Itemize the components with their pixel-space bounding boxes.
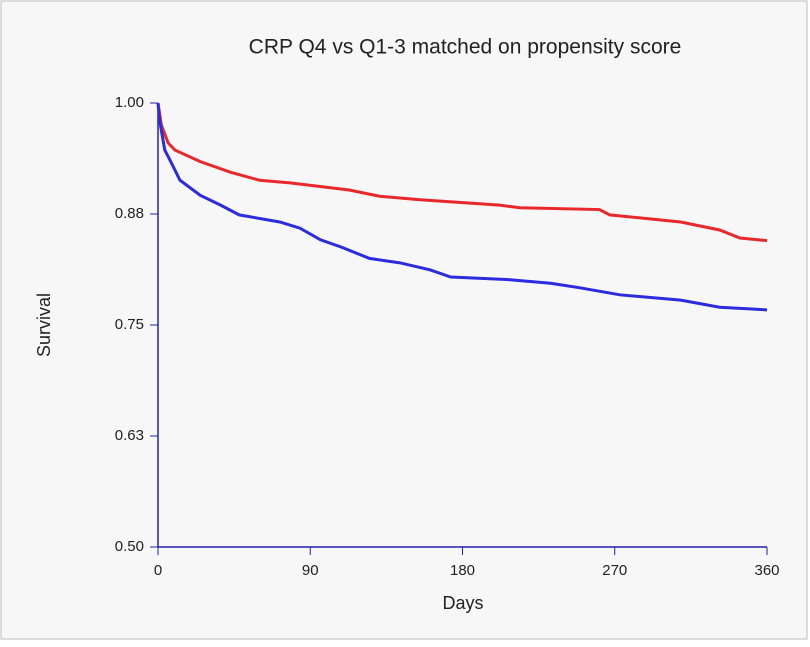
x-tick-label: 360 bbox=[754, 562, 779, 579]
survival-line bbox=[156, 102, 768, 243]
y-tick-label: 0.63 bbox=[115, 427, 144, 444]
y-tick-label: 1.00 bbox=[115, 94, 144, 111]
y-tick-label: 0.88 bbox=[115, 205, 144, 222]
y-tick-label: 0.50 bbox=[115, 538, 144, 555]
x-axis-label: Days bbox=[442, 593, 483, 613]
x-tick-label: 180 bbox=[450, 562, 475, 579]
survival-line bbox=[156, 102, 768, 312]
x-tick-label: 0 bbox=[154, 562, 162, 579]
y-tick-label: 0.75 bbox=[115, 316, 144, 333]
chart-title: CRP Q4 vs Q1-3 matched on propensity sco… bbox=[249, 36, 682, 59]
y-axis-label: Survival bbox=[34, 293, 54, 357]
x-tick-label: 90 bbox=[302, 562, 319, 579]
x-tick-label: 270 bbox=[602, 562, 627, 579]
